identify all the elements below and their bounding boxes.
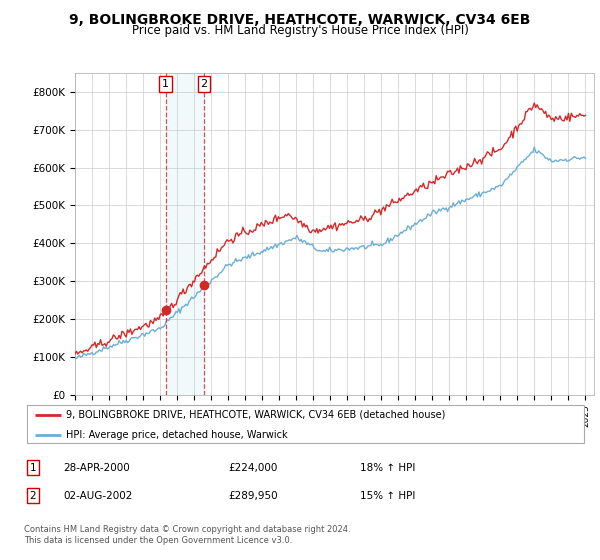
- Text: 18% ↑ HPI: 18% ↑ HPI: [360, 463, 415, 473]
- Text: 9, BOLINGBROKE DRIVE, HEATHCOTE, WARWICK, CV34 6EB: 9, BOLINGBROKE DRIVE, HEATHCOTE, WARWICK…: [70, 13, 530, 27]
- Text: 2: 2: [200, 80, 208, 89]
- Text: 02-AUG-2002: 02-AUG-2002: [63, 491, 133, 501]
- Text: Contains HM Land Registry data © Crown copyright and database right 2024.
This d: Contains HM Land Registry data © Crown c…: [24, 525, 350, 545]
- Text: 1: 1: [162, 80, 169, 89]
- FancyBboxPatch shape: [27, 405, 584, 443]
- Text: HPI: Average price, detached house, Warwick: HPI: Average price, detached house, Warw…: [66, 430, 288, 440]
- Text: 1: 1: [29, 463, 37, 473]
- Text: £224,000: £224,000: [228, 463, 277, 473]
- Text: £289,950: £289,950: [228, 491, 278, 501]
- Text: 2: 2: [29, 491, 37, 501]
- Text: 15% ↑ HPI: 15% ↑ HPI: [360, 491, 415, 501]
- Text: 28-APR-2000: 28-APR-2000: [63, 463, 130, 473]
- Text: Price paid vs. HM Land Registry's House Price Index (HPI): Price paid vs. HM Land Registry's House …: [131, 24, 469, 36]
- Bar: [166, 73, 204, 395]
- Text: 9, BOLINGBROKE DRIVE, HEATHCOTE, WARWICK, CV34 6EB (detached house): 9, BOLINGBROKE DRIVE, HEATHCOTE, WARWICK…: [66, 409, 446, 419]
